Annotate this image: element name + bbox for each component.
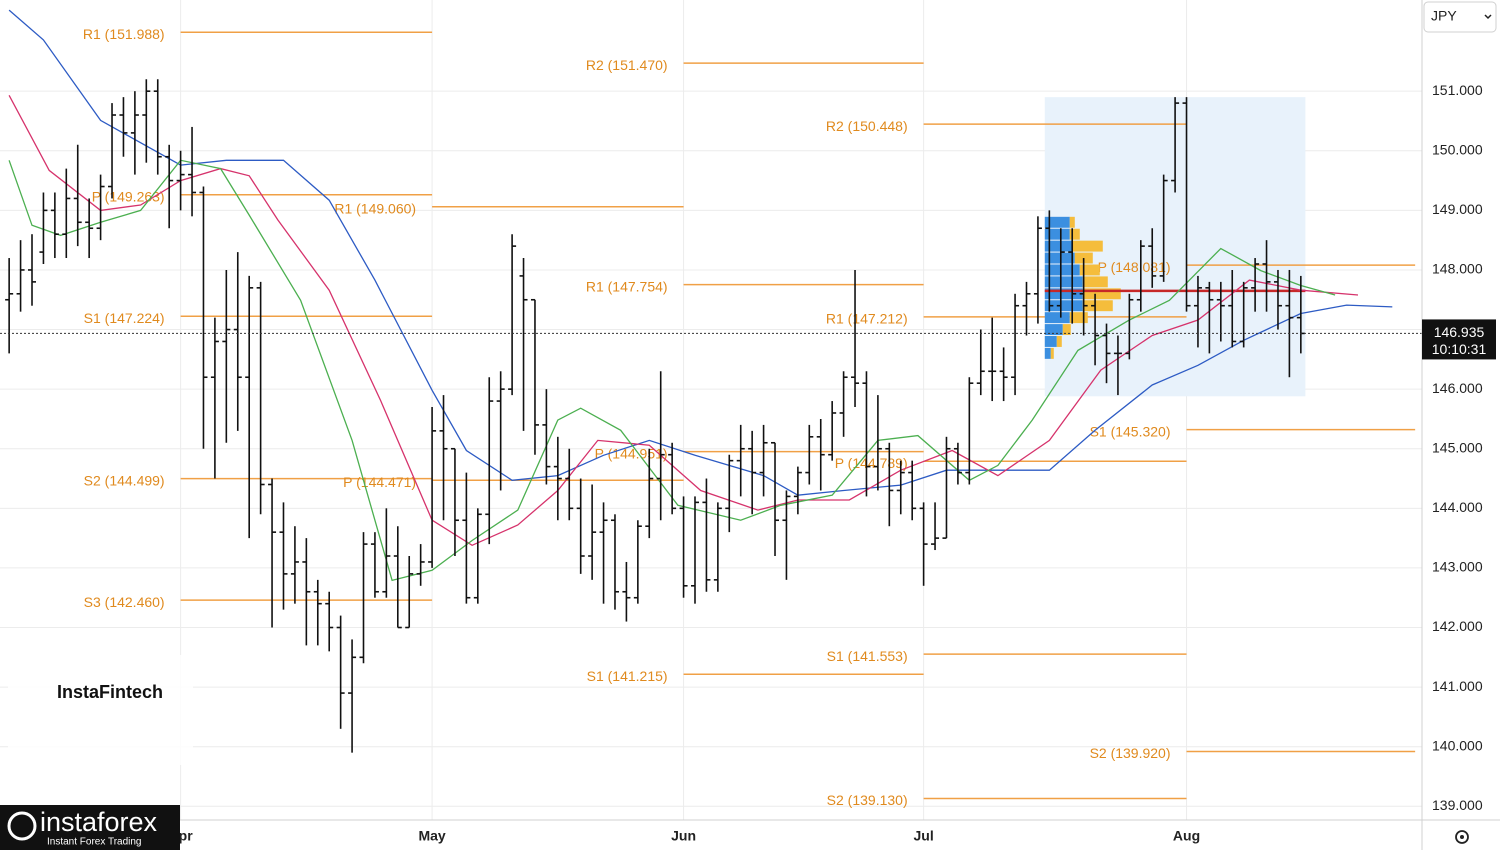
pivot-label: S2 (139.920) [1090, 745, 1171, 761]
profile-sell [1069, 228, 1080, 240]
axes: 139.000 140.000 141.000 142.000 143.000 144.0… [169, 82, 1496, 844]
logo: instaforex [40, 807, 158, 837]
profile-sell [1050, 347, 1054, 359]
y-tick-label: 151.000 [1432, 82, 1483, 98]
pivot-label: S3 (142.460) [84, 594, 165, 610]
profile-sell [1079, 264, 1100, 276]
profile-buy [1044, 216, 1070, 228]
y-tick-label: 148.000 [1432, 261, 1483, 277]
y-tick-label: 143.000 [1432, 559, 1483, 575]
pivot-label: P (144.951) [595, 445, 668, 461]
pivot-label: R1 (147.212) [826, 311, 908, 327]
profile-sell [1056, 336, 1062, 347]
profile-sell [1082, 276, 1108, 288]
plot: R1 (151.988) P (149.263) S1 (147.224) S2 (1… [0, 0, 1422, 820]
countdown: 10:10:31 [1432, 341, 1487, 357]
x-tick-label: Jun [671, 828, 696, 844]
pivot-label: S1 (147.224) [84, 310, 165, 326]
pivot-label: P (144.789) [835, 455, 908, 471]
pivot-label: R1 (151.988) [83, 26, 165, 42]
profile-buy [1044, 300, 1083, 312]
y-tick-label: 139.000 [1432, 797, 1483, 813]
profile-buy [1044, 336, 1057, 347]
y-tick-label: 145.000 [1432, 439, 1483, 455]
profile-buy [1044, 312, 1070, 324]
profile-buy [1044, 240, 1073, 252]
profile-buy [1044, 228, 1070, 240]
logo-tagline: Instant Forex Trading [47, 837, 142, 848]
currency-select[interactable]: JPY [1423, 1, 1497, 33]
chevron [1484, 14, 1492, 20]
pivot-label: S2 (144.499) [84, 472, 165, 488]
profile-buy [1044, 264, 1080, 276]
settings[interactable] [1455, 830, 1469, 844]
x-tick-label: May [418, 828, 445, 844]
profile-buy [1044, 252, 1075, 264]
time-axis-panel [0, 820, 1422, 850]
y-tick-label: 142.000 [1432, 618, 1483, 634]
profile-sell [1069, 216, 1075, 228]
profile-sell [1072, 240, 1103, 252]
profile-buy [1044, 288, 1083, 300]
last-price-box [1422, 319, 1496, 360]
pivot-label: P (144.471) [343, 474, 416, 490]
last-price-label: 146.935 [1434, 324, 1485, 340]
indicator-line [8, 9, 1393, 496]
profile-sell [1082, 300, 1113, 312]
y-tick-label: 149.000 [1432, 201, 1483, 217]
x-tick-label: Aug [1173, 828, 1200, 844]
pivot-label: S2 (139.130) [827, 792, 908, 808]
y-tick-label: 140.000 [1432, 737, 1483, 753]
profile-sell [1069, 312, 1088, 324]
pivot-label: R2 (150.448) [826, 118, 908, 134]
watermark-backdrop [8, 655, 193, 765]
y-tick-label: 141.000 [1432, 678, 1483, 694]
pivot-label: R1 (149.060) [334, 200, 416, 216]
pivot-label: R1 (147.754) [586, 278, 668, 294]
x-tick-label: Jul [913, 828, 933, 844]
profile-buy [1044, 324, 1063, 336]
settings-icon[interactable] [1455, 830, 1469, 844]
watermark: InstaFintech [57, 682, 163, 702]
profile-buy [1044, 276, 1083, 288]
pivot-label: R2 (151.470) [586, 57, 668, 73]
pivot-label: S1 (145.320) [1090, 423, 1171, 439]
currency-label[interactable]: JPY [1431, 8, 1457, 24]
y-tick-label: 146.000 [1432, 380, 1483, 396]
pivot-label: S1 (141.215) [587, 668, 668, 684]
indicator-line [8, 159, 1336, 582]
pivot-label: S1 (141.553) [827, 648, 908, 664]
pivot-label: P (149.263) [92, 188, 165, 204]
y-tick-label: 150.000 [1432, 141, 1483, 157]
pivot-label: P (148.081) [1098, 259, 1171, 275]
indicator-line [8, 94, 1359, 547]
profile-buy [1044, 347, 1051, 359]
profile-sell [1082, 288, 1121, 300]
logo-icon [7, 811, 37, 841]
price-axis-panel [1422, 0, 1500, 850]
y-tick-label: 144.000 [1432, 499, 1483, 515]
settings-icon-dot [1460, 835, 1464, 839]
logo-backdrop [0, 805, 180, 850]
currency-select-box[interactable] [1423, 1, 1497, 33]
profile-sell [1062, 324, 1071, 336]
